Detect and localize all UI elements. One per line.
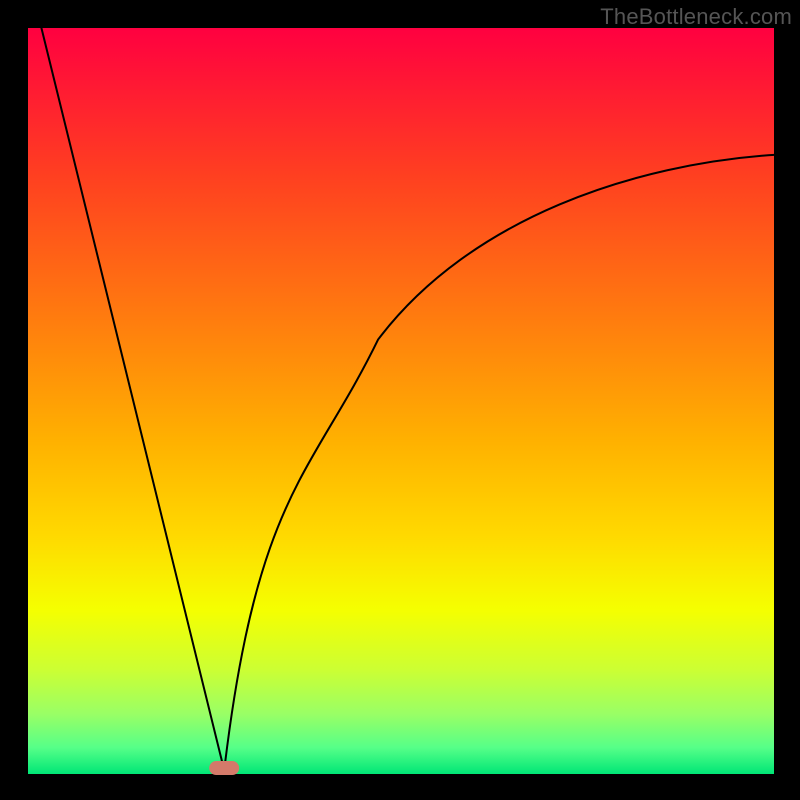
watermark-text: TheBottleneck.com — [600, 4, 792, 30]
chart-container: TheBottleneck.com — [0, 0, 800, 800]
plot-background — [28, 28, 774, 774]
chart-svg — [0, 0, 800, 800]
notch-marker — [209, 761, 239, 775]
